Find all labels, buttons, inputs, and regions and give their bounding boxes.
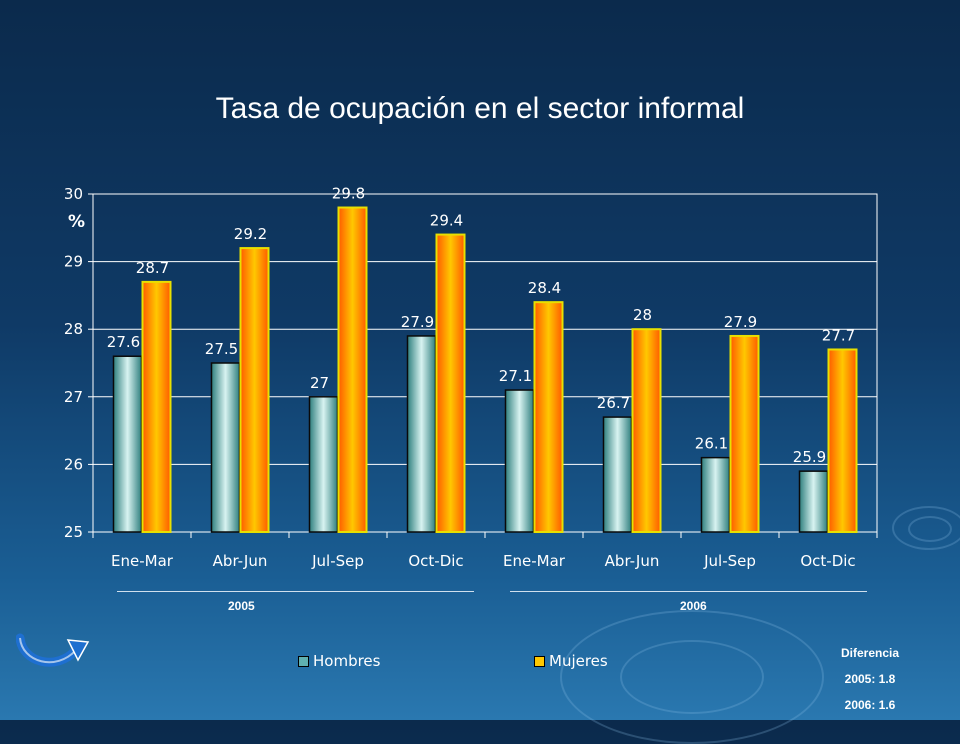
data-label-hombres: 27 bbox=[310, 374, 329, 392]
chart-title: Tasa de ocupación en el sector informal bbox=[215, 92, 745, 125]
legend-label-hombres: Hombres bbox=[313, 652, 381, 670]
bar-mujeres bbox=[729, 334, 760, 533]
data-label-mujeres: 29.2 bbox=[234, 225, 267, 243]
group-label-2005: 2005 bbox=[228, 599, 255, 613]
data-label-mujeres: 28.4 bbox=[528, 279, 561, 297]
x-category-label: Abr-Jun bbox=[213, 552, 268, 570]
y-tick-label: 30 bbox=[64, 185, 83, 203]
x-category-label: Oct-Dic bbox=[800, 552, 855, 570]
bar-mujeres bbox=[435, 233, 466, 533]
bar-mujeres bbox=[141, 280, 172, 533]
data-labels: 27.6 28.7 27.5 29.2 27 29.8 27.9 29.4 27.1 28.4 26… bbox=[107, 185, 855, 467]
x-category-label: Jul-Sep bbox=[311, 552, 364, 570]
bar-mujeres bbox=[239, 247, 270, 534]
y-tick-label: 25 bbox=[64, 523, 83, 541]
diferencia-heading: Diferencia bbox=[840, 646, 900, 660]
bar-mujeres bbox=[827, 348, 858, 534]
legend-item-mujeres: Mujeres bbox=[534, 652, 608, 670]
data-label-mujeres: 27.9 bbox=[724, 313, 757, 331]
bar-mujeres bbox=[337, 206, 368, 534]
y-tick-label: 29 bbox=[64, 253, 83, 271]
data-label-mujeres: 27.7 bbox=[822, 326, 855, 344]
legend-item-hombres: Hombres bbox=[298, 652, 380, 670]
y-axis-label: % bbox=[68, 212, 86, 232]
legend-swatch-hombres bbox=[298, 655, 309, 667]
ripple-decoration bbox=[620, 640, 764, 714]
axes: 25 26 27 28 29 30 Ene-Mar Abr-Jun Jul-Sep Oct-Dic… bbox=[64, 185, 878, 570]
data-label-hombres: 26.1 bbox=[695, 435, 728, 453]
x-category-label: Abr-Jun bbox=[605, 552, 660, 570]
bar-hombres bbox=[504, 389, 535, 533]
y-tick-label: 26 bbox=[64, 455, 83, 473]
bar-hombres bbox=[406, 335, 437, 533]
x-category-label: Ene-Mar bbox=[111, 552, 174, 570]
data-label-mujeres: 28 bbox=[633, 306, 652, 324]
legend-swatch-mujeres bbox=[534, 655, 545, 667]
data-label-hombres: 27.5 bbox=[205, 340, 238, 358]
bar-hombres bbox=[602, 416, 633, 533]
legend: Hombres Mujeres bbox=[298, 652, 620, 676]
data-label-hombres: 27.1 bbox=[499, 367, 532, 385]
bar-chart: 27.6 28.7 27.5 29.2 27 29.8 27.9 29.4 27.1 28.4 26… bbox=[64, 185, 878, 570]
x-category-label: Oct-Dic bbox=[408, 552, 463, 570]
curved-arrow-icon[interactable] bbox=[16, 632, 90, 674]
legend-label-mujeres: Mujeres bbox=[549, 652, 608, 670]
diferencia-2005: 2005: 1.8 bbox=[844, 672, 896, 686]
x-category-label: Jul-Sep bbox=[703, 552, 756, 570]
bar-mujeres bbox=[533, 301, 564, 533]
diferencia-2006: 2006: 1.6 bbox=[844, 698, 896, 712]
ripple-decoration bbox=[908, 516, 952, 542]
y-tick-label: 27 bbox=[64, 388, 83, 406]
bar-hombres bbox=[798, 470, 829, 533]
bar-hombres bbox=[210, 362, 241, 533]
ripple-decoration bbox=[892, 506, 960, 550]
diferencia-box: Diferencia 2005: 1.8 2006: 1.6 bbox=[822, 640, 918, 718]
data-label-hombres: 27.9 bbox=[401, 313, 434, 331]
data-label-mujeres: 29.8 bbox=[332, 185, 365, 203]
x-category-label: Ene-Mar bbox=[503, 552, 566, 570]
bar-hombres bbox=[112, 355, 143, 533]
group-label-2006: 2006 bbox=[680, 599, 707, 613]
bars bbox=[112, 206, 858, 534]
data-label-hombres: 26.7 bbox=[597, 394, 630, 412]
group-line-2005 bbox=[117, 591, 474, 592]
group-line-2006 bbox=[510, 591, 867, 592]
data-label-mujeres: 29.4 bbox=[430, 212, 463, 230]
data-label-hombres: 27.6 bbox=[107, 333, 140, 351]
bar-hombres bbox=[700, 456, 731, 533]
y-tick-label: 28 bbox=[64, 320, 83, 338]
bar-mujeres bbox=[631, 328, 662, 534]
data-label-hombres: 25.9 bbox=[793, 448, 826, 466]
bar-hombres bbox=[308, 396, 339, 533]
data-label-mujeres: 28.7 bbox=[136, 259, 169, 277]
